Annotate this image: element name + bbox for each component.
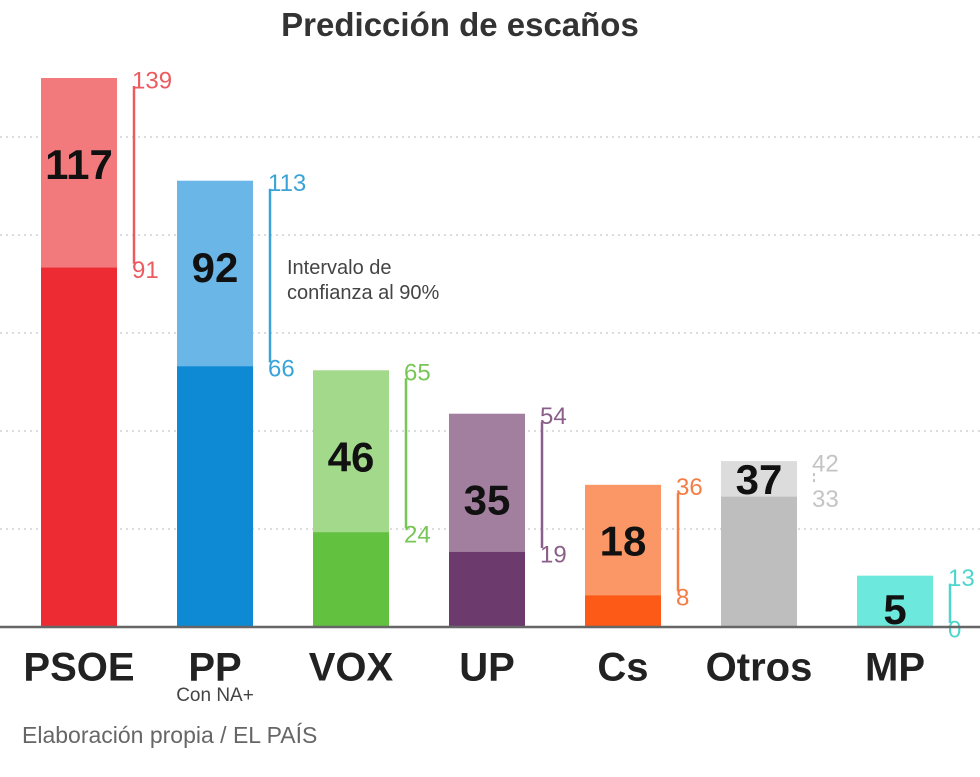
category-label-otros: Otros xyxy=(706,646,813,690)
category-label-vox: VOX xyxy=(309,646,394,690)
prediction-label-mp: 5 xyxy=(883,586,906,633)
interval-max-label-mp: 13 xyxy=(948,565,975,592)
category-label-cs: Cs xyxy=(597,646,648,690)
interval-min-label-otros: 33 xyxy=(812,486,839,513)
bar-min-vox xyxy=(313,532,389,627)
prediction-label-cs: 18 xyxy=(600,518,647,565)
prediction-label-pp: 92 xyxy=(192,244,239,291)
interval-max-label-up: 54 xyxy=(540,403,567,430)
category-label-up: UP xyxy=(459,646,515,690)
interval-max-label-pp: 113 xyxy=(268,170,306,197)
category-label-pp: PP xyxy=(188,646,241,690)
interval-max-label-vox: 65 xyxy=(404,360,431,387)
annotation-line-1: Intervalo de xyxy=(287,257,392,279)
interval-min-label-up: 19 xyxy=(540,541,567,568)
category-label-psoe: PSOE xyxy=(23,646,134,690)
prediction-label-up: 35 xyxy=(464,476,511,523)
prediction-label-otros: 37 xyxy=(736,456,783,503)
bar-min-psoe xyxy=(41,267,117,627)
source-note: Elaboración propia / EL PAÍS xyxy=(22,722,318,748)
category-label-mp: MP xyxy=(865,646,925,690)
bar-interval-mp xyxy=(857,575,933,627)
interval-max-label-otros: 42 xyxy=(812,450,839,477)
interval-min-label-pp: 66 xyxy=(268,356,295,383)
confidence-interval-annotation: Intervalo de confianza al 90% xyxy=(287,256,487,306)
interval-min-label-psoe: 91 xyxy=(132,257,159,284)
prediction-label-psoe: 117 xyxy=(45,141,113,188)
interval-min-label-cs: 8 xyxy=(676,585,689,612)
bar-min-otros xyxy=(721,496,797,627)
bar-min-pp xyxy=(177,366,253,627)
interval-max-label-psoe: 139 xyxy=(132,67,172,94)
gridlines xyxy=(0,136,980,530)
interval-min-label-vox: 24 xyxy=(404,522,431,549)
interval-min-label-mp: 0 xyxy=(948,616,961,643)
prediction-label-vox: 46 xyxy=(328,433,375,480)
annotation-line-2: confianza al 90% xyxy=(287,282,440,304)
bars xyxy=(41,78,952,627)
bar-min-cs xyxy=(585,595,661,627)
bar-min-up xyxy=(449,551,525,627)
interval-max-label-cs: 36 xyxy=(676,474,703,501)
chart-title: Predicción de escaños xyxy=(281,6,639,43)
category-sublabel-pp: Con NA+ xyxy=(176,685,254,706)
